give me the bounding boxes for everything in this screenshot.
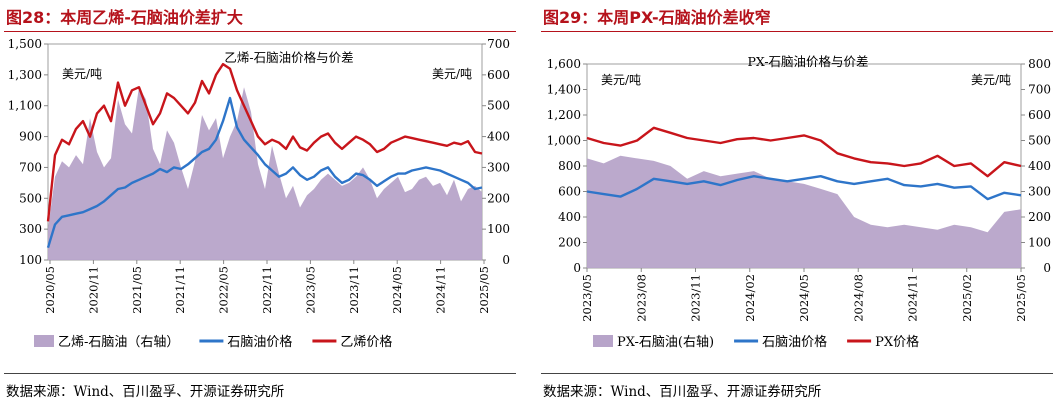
x-tick-label: 2024/11 <box>906 274 920 322</box>
x-tick-label: 2025/02 <box>960 274 974 322</box>
left-tick-label: 200 <box>558 236 581 250</box>
left-tick-label: 800 <box>558 159 581 173</box>
series-line-1 <box>586 175 1022 201</box>
x-tick-label: 2024/05 <box>390 266 404 314</box>
legend-label-0: PX-石脑油(右轴) <box>617 335 714 350</box>
x-tick-label: 2024/11 <box>434 266 448 314</box>
x-tick-label: 2022/05 <box>217 266 231 314</box>
legend-swatch-0 <box>34 335 54 347</box>
legend-label-2: PX价格 <box>875 334 919 350</box>
left-tick-label: 0 <box>573 261 581 275</box>
left-tick-label: 1,500 <box>8 37 42 51</box>
x-tick-label: 2023/05 <box>303 266 317 314</box>
source-rule <box>541 373 1053 374</box>
right-tick-label: 400 <box>487 130 510 144</box>
x-tick-label: 2024/08 <box>851 274 865 322</box>
left-tick-label: 1,100 <box>8 99 42 113</box>
source-rule <box>4 373 516 374</box>
right-tick-label: 0 <box>1043 261 1051 275</box>
x-tick-label: 2021/05 <box>130 266 144 314</box>
right-tick-label: 700 <box>487 37 510 51</box>
right-tick-label: 400 <box>1028 159 1051 173</box>
figure-title: 图28：本周乙烯-石脑油价差扩大 <box>6 8 243 27</box>
right-tick-label: 100 <box>1028 236 1051 250</box>
x-tick-label: 2023/11 <box>689 274 703 322</box>
right-tick-label: 0 <box>502 253 510 267</box>
x-tick-label: 2023/05 <box>580 274 594 322</box>
x-tick-label: 2025/05 <box>477 266 491 314</box>
left-tick-label: 100 <box>19 253 42 267</box>
legend-label-1: 石脑油价格 <box>762 334 827 350</box>
right-tick-label: 800 <box>1028 57 1051 71</box>
left-unit-label: 美元/吨 <box>601 73 641 87</box>
left-tick-label: 700 <box>19 160 42 174</box>
left-tick-label: 1,200 <box>547 108 581 122</box>
figure-left: 图28：本周乙烯-石脑油价差扩大 100 300 500 700 900 1,100 1,3… <box>0 0 520 405</box>
series-line-1 <box>46 96 483 249</box>
left-tick-label: 1,000 <box>547 134 581 148</box>
x-tick-label: 2021/11 <box>173 266 187 314</box>
right-tick-label: 600 <box>1028 108 1051 122</box>
legend-label-0: 乙烯-石脑油（右轴） <box>58 335 179 350</box>
left-tick-label: 900 <box>19 130 42 144</box>
x-tick-label: 2023/11 <box>347 266 361 314</box>
series-area-0 <box>587 155 1021 268</box>
left-tick-label: 1,600 <box>547 57 581 71</box>
chart-px-naphtha: 0 200 400 600 800 1,000 1,200 1,400 1,600 0 100 200… <box>547 54 1051 350</box>
chart-title: PX-石脑油价格与价差 <box>747 54 868 69</box>
right-tick-label: 500 <box>487 99 510 113</box>
left-tick-label: 500 <box>19 191 42 205</box>
left-tick-label: 1,300 <box>8 68 42 82</box>
chart-title: 乙烯-石脑油价格与价差 <box>224 50 353 65</box>
legend-swatch-0 <box>593 335 613 347</box>
left-tick-label: 400 <box>558 210 581 224</box>
right-tick-label: 600 <box>487 68 510 82</box>
x-tick-label: 2020/11 <box>86 266 100 314</box>
x-tick-label: 2024/05 <box>797 274 811 322</box>
title-rule <box>4 31 516 32</box>
right-tick-label: 200 <box>487 191 510 205</box>
chart-ethylene-naphtha: 100 300 500 700 900 1,100 1,300 1,500 0 100 200 300… <box>8 37 510 350</box>
x-tick-label: 2020/05 <box>43 266 57 314</box>
right-tick-label: 300 <box>1028 185 1051 199</box>
series-area-0 <box>48 87 482 260</box>
x-tick-label: 2022/11 <box>260 266 274 314</box>
left-tick-label: 600 <box>558 185 581 199</box>
data-source: 数据来源：Wind、百川盈孚、开源证券研究所 <box>543 384 822 400</box>
right-tick-label: 200 <box>1028 210 1051 224</box>
x-tick-label: 2024/02 <box>743 274 757 322</box>
legend-label-1: 石脑油价格 <box>227 334 292 350</box>
series-line-2 <box>46 62 483 222</box>
right-tick-label: 100 <box>487 222 510 236</box>
left-tick-label: 300 <box>19 222 42 236</box>
legend-label-2: 乙烯价格 <box>340 334 392 350</box>
x-tick-label: 2025/05 <box>1014 274 1028 322</box>
right-tick-label: 500 <box>1028 134 1051 148</box>
figure-title: 图29：本周PX-石脑油价差收窄 <box>543 8 771 27</box>
left-tick-label: 1,400 <box>547 83 581 97</box>
figure-right: 图29：本周PX-石脑油价差收窄 0 200 400 600 800 1,000 1,200… <box>537 0 1057 405</box>
data-source: 数据来源：Wind、百川盈孚、开源证券研究所 <box>6 384 285 400</box>
series-line-2 <box>586 126 1022 178</box>
title-rule <box>541 31 1053 32</box>
right-tick-label: 300 <box>487 160 510 174</box>
right-unit-label: 美元/吨 <box>971 73 1011 87</box>
right-tick-label: 700 <box>1028 83 1051 97</box>
right-unit-label: 美元/吨 <box>432 67 472 81</box>
left-unit-label: 美元/吨 <box>62 67 102 81</box>
x-tick-label: 2023/08 <box>634 274 648 322</box>
